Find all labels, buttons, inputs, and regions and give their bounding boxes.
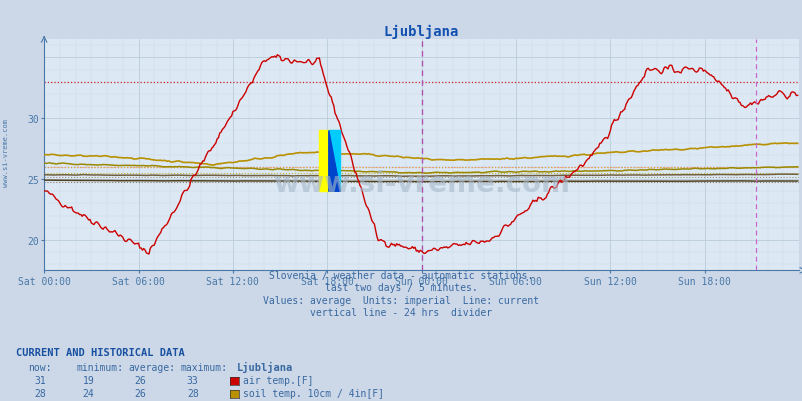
Text: last two days / 5 minutes.: last two days / 5 minutes.	[325, 283, 477, 293]
Text: minimum:: minimum:	[76, 362, 124, 372]
Text: 28: 28	[187, 388, 198, 398]
Text: average:: average:	[128, 362, 176, 372]
Text: air temp.[F]: air temp.[F]	[243, 375, 314, 385]
Text: now:: now:	[28, 362, 51, 372]
Bar	[319, 131, 330, 192]
Text: 26: 26	[135, 388, 146, 398]
Text: 24: 24	[83, 388, 94, 398]
Text: 19: 19	[83, 375, 94, 385]
Polygon shape	[328, 131, 340, 192]
Text: CURRENT AND HISTORICAL DATA: CURRENT AND HISTORICAL DATA	[16, 347, 184, 357]
Text: 33: 33	[187, 375, 198, 385]
Text: Values: average  Units: imperial  Line: current: Values: average Units: imperial Line: cu…	[263, 295, 539, 305]
Text: 31: 31	[34, 375, 46, 385]
Text: Slovenia / weather data - automatic stations.: Slovenia / weather data - automatic stat…	[269, 271, 533, 281]
Text: vertical line - 24 hrs  divider: vertical line - 24 hrs divider	[310, 307, 492, 317]
Polygon shape	[328, 131, 340, 192]
Text: 26: 26	[135, 375, 146, 385]
Text: Ljubljana: Ljubljana	[237, 361, 293, 372]
Text: soil temp. 10cm / 4in[F]: soil temp. 10cm / 4in[F]	[243, 388, 384, 398]
Title: Ljubljana: Ljubljana	[383, 25, 459, 39]
Text: www.si-vreme.com: www.si-vreme.com	[273, 169, 569, 197]
Text: www.si-vreme.com: www.si-vreme.com	[3, 118, 10, 186]
Text: maximum:: maximum:	[180, 362, 228, 372]
Text: 28: 28	[34, 388, 46, 398]
